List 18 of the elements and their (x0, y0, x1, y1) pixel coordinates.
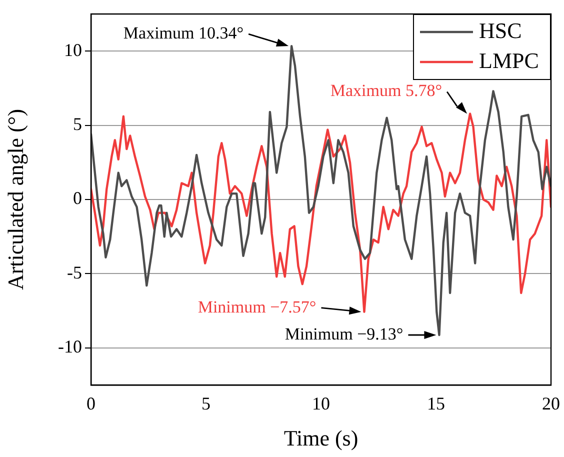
annotation: Maximum 5.78° (330, 81, 442, 100)
annotation: Minimum −9.13° (284, 324, 404, 344)
x-tick-label: 0 (86, 394, 96, 414)
y-tick-label: -5 (67, 262, 82, 282)
y-tick-label: -10 (58, 336, 82, 357)
annotation: Minimum −7.57° (198, 297, 316, 316)
x-axis-title: Time (s) (284, 426, 358, 451)
legend-label: HSC (479, 18, 522, 43)
y-axis-title: Articulated angle (°) (2, 108, 28, 290)
x-tick-label: 5 (202, 394, 210, 414)
y-tick-label: 0 (73, 188, 82, 208)
y-tick-label: 5 (73, 114, 82, 134)
annotation: Maximum 10.34° (123, 24, 244, 43)
x-tick-label: 20 (542, 394, 560, 414)
y-tick-label: 10 (64, 40, 82, 60)
x-tick-label: 10 (312, 394, 330, 414)
x-tick-label: 15 (427, 394, 445, 414)
legend-label: LMPC (479, 48, 539, 73)
